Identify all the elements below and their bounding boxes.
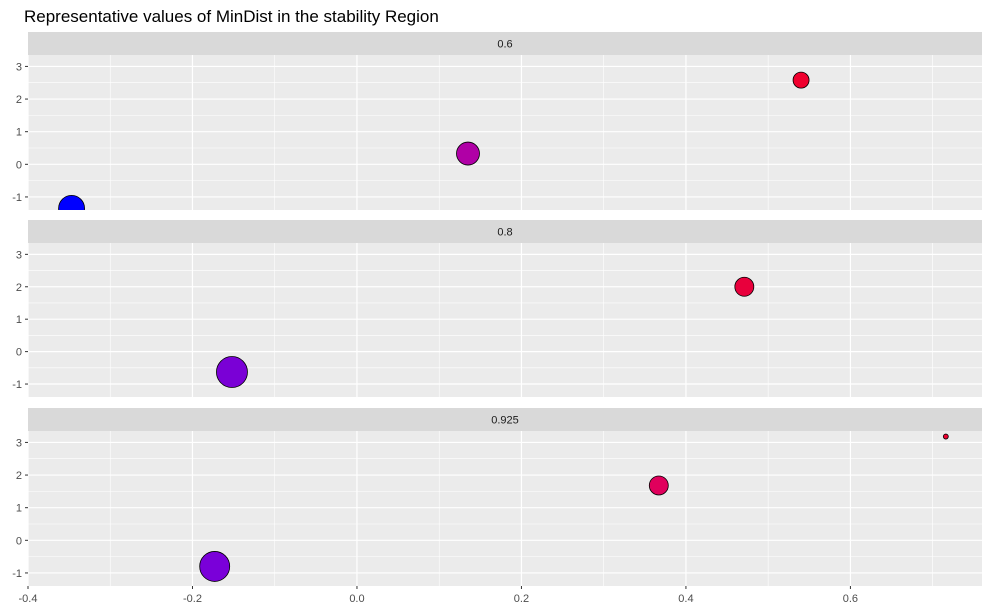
data-point <box>456 141 480 166</box>
facet-strip <box>28 220 982 243</box>
y-tick-label: 2 <box>16 282 22 294</box>
facet-strip-label: 0.8 <box>497 227 512 239</box>
gridlines <box>27 55 982 210</box>
gridlines <box>27 243 982 397</box>
x-tick-label: 0.6 <box>843 593 858 605</box>
data-point <box>216 356 248 388</box>
x-tick-label: 0.0 <box>349 593 364 605</box>
data-point <box>942 433 949 440</box>
facet-strip-label: 0.6 <box>497 39 512 51</box>
facet-panel: 0.8 -1 0 1 2 3 <box>12 220 982 397</box>
panel-background <box>28 431 982 586</box>
y-tick-label: 0 <box>16 535 22 547</box>
y-tick-label: 1 <box>16 314 22 326</box>
y-tick-label: 1 <box>16 127 22 139</box>
x-tick-label: -0.2 <box>183 593 202 605</box>
data-point <box>58 194 85 210</box>
panel-background <box>28 55 982 210</box>
facet-panel: 0.925 -1 0 1 2 3 <box>12 408 982 586</box>
x-tick-label: -0.4 <box>19 593 38 605</box>
points <box>216 276 755 388</box>
panels: 0.6 -1 0 1 2 3 0.8 -1 0 1 2 3 0.925 -1 0 1 2 3 <box>12 32 982 586</box>
gridlines <box>27 431 982 586</box>
panel-background <box>28 243 982 397</box>
facet-strip <box>28 408 982 431</box>
y-tick-label: -1 <box>12 379 22 391</box>
facet-strip <box>28 32 982 55</box>
points <box>58 71 810 210</box>
data-point <box>199 551 231 582</box>
x-tick-label: 0.4 <box>678 593 693 605</box>
y-tick-label: 1 <box>16 503 22 515</box>
facet-panel: 0.6 -1 0 1 2 3 <box>12 32 982 210</box>
y-tick-label: 2 <box>16 470 22 482</box>
y-tick-label: 0 <box>16 159 22 171</box>
x-axis: -0.4 -0.2 0.0 0.2 0.4 0.6 <box>19 586 858 605</box>
y-tick-label: 3 <box>16 249 22 261</box>
y-tick-label: 3 <box>16 437 22 449</box>
y-tick-label: 3 <box>16 61 22 73</box>
data-point <box>648 475 669 496</box>
facet-strip-label: 0.925 <box>491 415 519 427</box>
data-point <box>792 71 810 89</box>
points <box>199 433 949 582</box>
y-tick-label: -1 <box>12 568 22 580</box>
data-point <box>734 276 755 297</box>
x-tick-label: 0.2 <box>514 593 529 605</box>
y-tick-label: -1 <box>12 192 22 204</box>
chart-title: Representative values of MinDist in the … <box>24 7 439 26</box>
y-tick-label: 0 <box>16 347 22 359</box>
y-tick-label: 2 <box>16 94 22 106</box>
